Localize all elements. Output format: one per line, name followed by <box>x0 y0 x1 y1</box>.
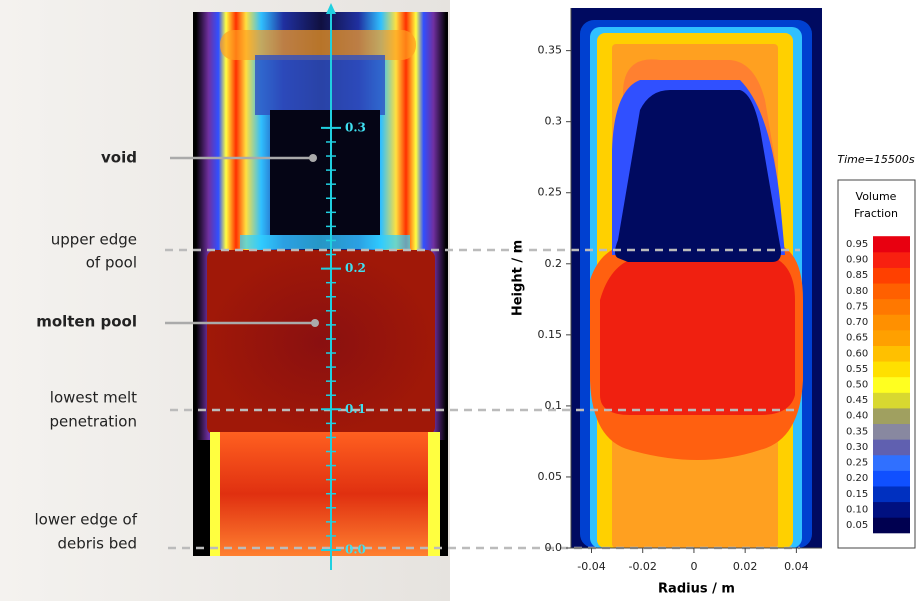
x-tick-label: 0.02 <box>733 560 758 573</box>
x-tick-label: 0 <box>690 560 697 573</box>
y-tick-label: 0.3 <box>545 115 563 128</box>
colorbar-tick-label: 0.40 <box>846 411 868 422</box>
colorbar-swatch <box>873 298 910 315</box>
colorbar-swatch <box>873 314 910 331</box>
colorbar-tick-label: 0.75 <box>846 301 868 312</box>
colorbar-swatch <box>873 470 910 487</box>
y-axis-label: Height / m <box>511 240 526 316</box>
y-tick-label: 0.05 <box>538 470 563 483</box>
annotation: upper edge <box>51 231 137 249</box>
colorbar-tick-label: 0.60 <box>846 348 868 359</box>
y-tick-label: 0.15 <box>538 328 563 341</box>
colorbar-tick-label: 0.90 <box>846 255 868 266</box>
colorbar-tick-label: 0.35 <box>846 426 868 437</box>
colorbar-tick-label: 0.45 <box>846 395 868 406</box>
x-tick-label: -0.02 <box>628 560 656 573</box>
colorbar-tick-label: 0.80 <box>846 286 868 297</box>
x-tick-label: 0.04 <box>784 560 809 573</box>
annotation: void <box>101 149 137 167</box>
colorbar-swatch <box>873 501 910 518</box>
time-annotation: Time=15500s <box>837 153 914 166</box>
colorbar-swatch <box>873 283 910 300</box>
colorbar-tick-label: 0.65 <box>846 333 868 344</box>
colorbar-tick-label: 0.55 <box>846 364 868 375</box>
colorbar-swatch <box>873 376 910 393</box>
y-tick-label: 0.1 <box>545 399 563 412</box>
colorbar-swatch <box>873 423 910 440</box>
colorbar-swatch <box>873 454 910 471</box>
annotation: lower edge of <box>34 511 137 529</box>
colorbar-tick-label: 0.50 <box>846 380 868 391</box>
xray-image <box>193 12 448 556</box>
colorbar-swatch <box>873 485 910 503</box>
colorbar-swatch <box>873 267 910 284</box>
colorbar-swatch <box>873 517 910 534</box>
colorbar-swatch <box>873 392 910 409</box>
colorbar-tick-label: 0.95 <box>846 239 868 250</box>
y-tick-label: 0.25 <box>538 186 563 199</box>
colorbar-tick-label: 0.05 <box>846 520 868 531</box>
colorbar-swatch <box>873 361 910 378</box>
colorbar-tick-label: 0.70 <box>846 317 868 328</box>
colorbar-tick-label: 0.15 <box>846 489 868 500</box>
guide-lines <box>165 154 800 550</box>
colorbar-swatch <box>873 345 910 362</box>
colorbar-tick-label: 0.10 <box>846 504 868 515</box>
annotation: debris bed <box>58 535 137 553</box>
contour-field <box>580 20 812 548</box>
y-tick-label: 0.35 <box>538 44 563 57</box>
colorbar-title: Fraction <box>854 207 898 220</box>
colorbar-swatch <box>873 329 910 346</box>
annotation: lowest melt <box>50 389 137 407</box>
x-axis-label: Radius / m <box>658 582 735 597</box>
annotation: of pool <box>86 254 137 272</box>
y-tick-label: 0.0 <box>545 541 563 554</box>
colorbar-tick-label: 0.25 <box>846 458 868 469</box>
colorbar-swatch <box>873 251 910 268</box>
colorbar-tick-label: 0.20 <box>846 473 868 484</box>
colorbar-tick-label: 0.85 <box>846 270 868 281</box>
image-axis-arrow <box>326 3 336 14</box>
image-tick-label: 0.3 <box>345 120 366 134</box>
annotation: molten pool <box>36 313 137 331</box>
y-tick-label: 0.2 <box>545 257 563 270</box>
colorbar-tick-label: 0.30 <box>846 442 868 453</box>
image-tick-label: 0.2 <box>345 261 366 275</box>
image-tick-label: 0.1 <box>345 402 366 416</box>
annotation: penetration <box>50 413 137 431</box>
colorbar-title: Volume <box>856 190 897 203</box>
colorbar-swatch <box>873 407 910 425</box>
colorbar-swatch <box>873 236 910 253</box>
colorbar-swatch <box>873 439 910 456</box>
image-tick-label: 0.0 <box>345 543 366 557</box>
x-tick-label: -0.04 <box>577 560 605 573</box>
